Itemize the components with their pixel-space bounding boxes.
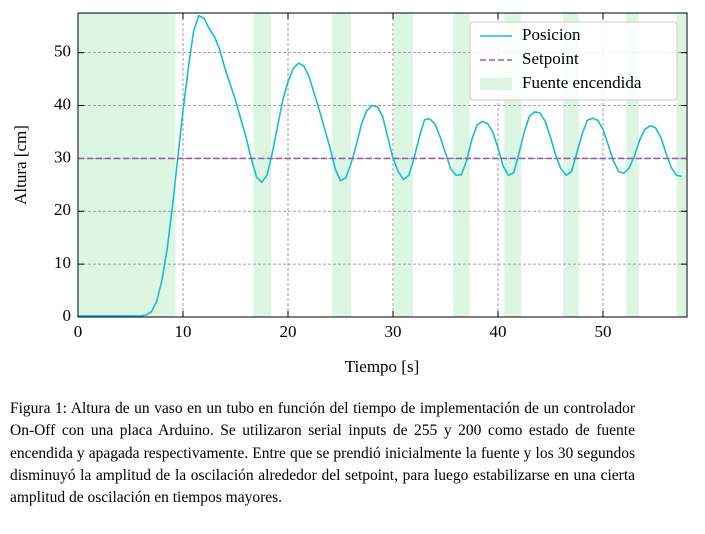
y-tick-label: 40 — [54, 94, 71, 113]
y-tick-label: 50 — [54, 42, 71, 61]
x-tick-label: 30 — [385, 322, 402, 341]
span — [394, 13, 413, 317]
x-tick-label: 50 — [595, 322, 612, 341]
legend-label: Setpoint — [522, 49, 579, 68]
plot-frame — [77, 12, 688, 318]
legend-box — [469, 21, 678, 101]
legend-swatch — [480, 78, 512, 90]
y-tick-label: 20 — [54, 200, 71, 219]
x-tick-label: 40 — [490, 322, 507, 341]
y-tick-label: 0 — [63, 306, 72, 325]
series-line — [78, 14, 682, 317]
span — [332, 13, 351, 317]
y-tick-label: 10 — [54, 253, 71, 272]
x-axis-label: Tiempo [s] — [345, 357, 419, 376]
x-tick-label: 0 — [74, 322, 83, 341]
span — [452, 13, 470, 317]
legend-label: Posicion — [522, 25, 581, 44]
span — [253, 13, 272, 317]
legend-label: Fuente encendida — [522, 73, 642, 92]
span — [676, 13, 686, 317]
y-axis-label: Altura [cm] — [11, 125, 30, 205]
span — [78, 13, 176, 317]
x-tick-label: 20 — [280, 322, 297, 341]
x-tick-label: 10 — [175, 322, 192, 341]
figure-caption: Figura 1: Altura de un vaso en un tubo e… — [10, 400, 635, 507]
y-tick-label: 30 — [54, 147, 71, 166]
chart: Tiempo [s] Altura [cm] 0 10 20 30 40 50 0 10 20 3… — [11, 12, 688, 376]
